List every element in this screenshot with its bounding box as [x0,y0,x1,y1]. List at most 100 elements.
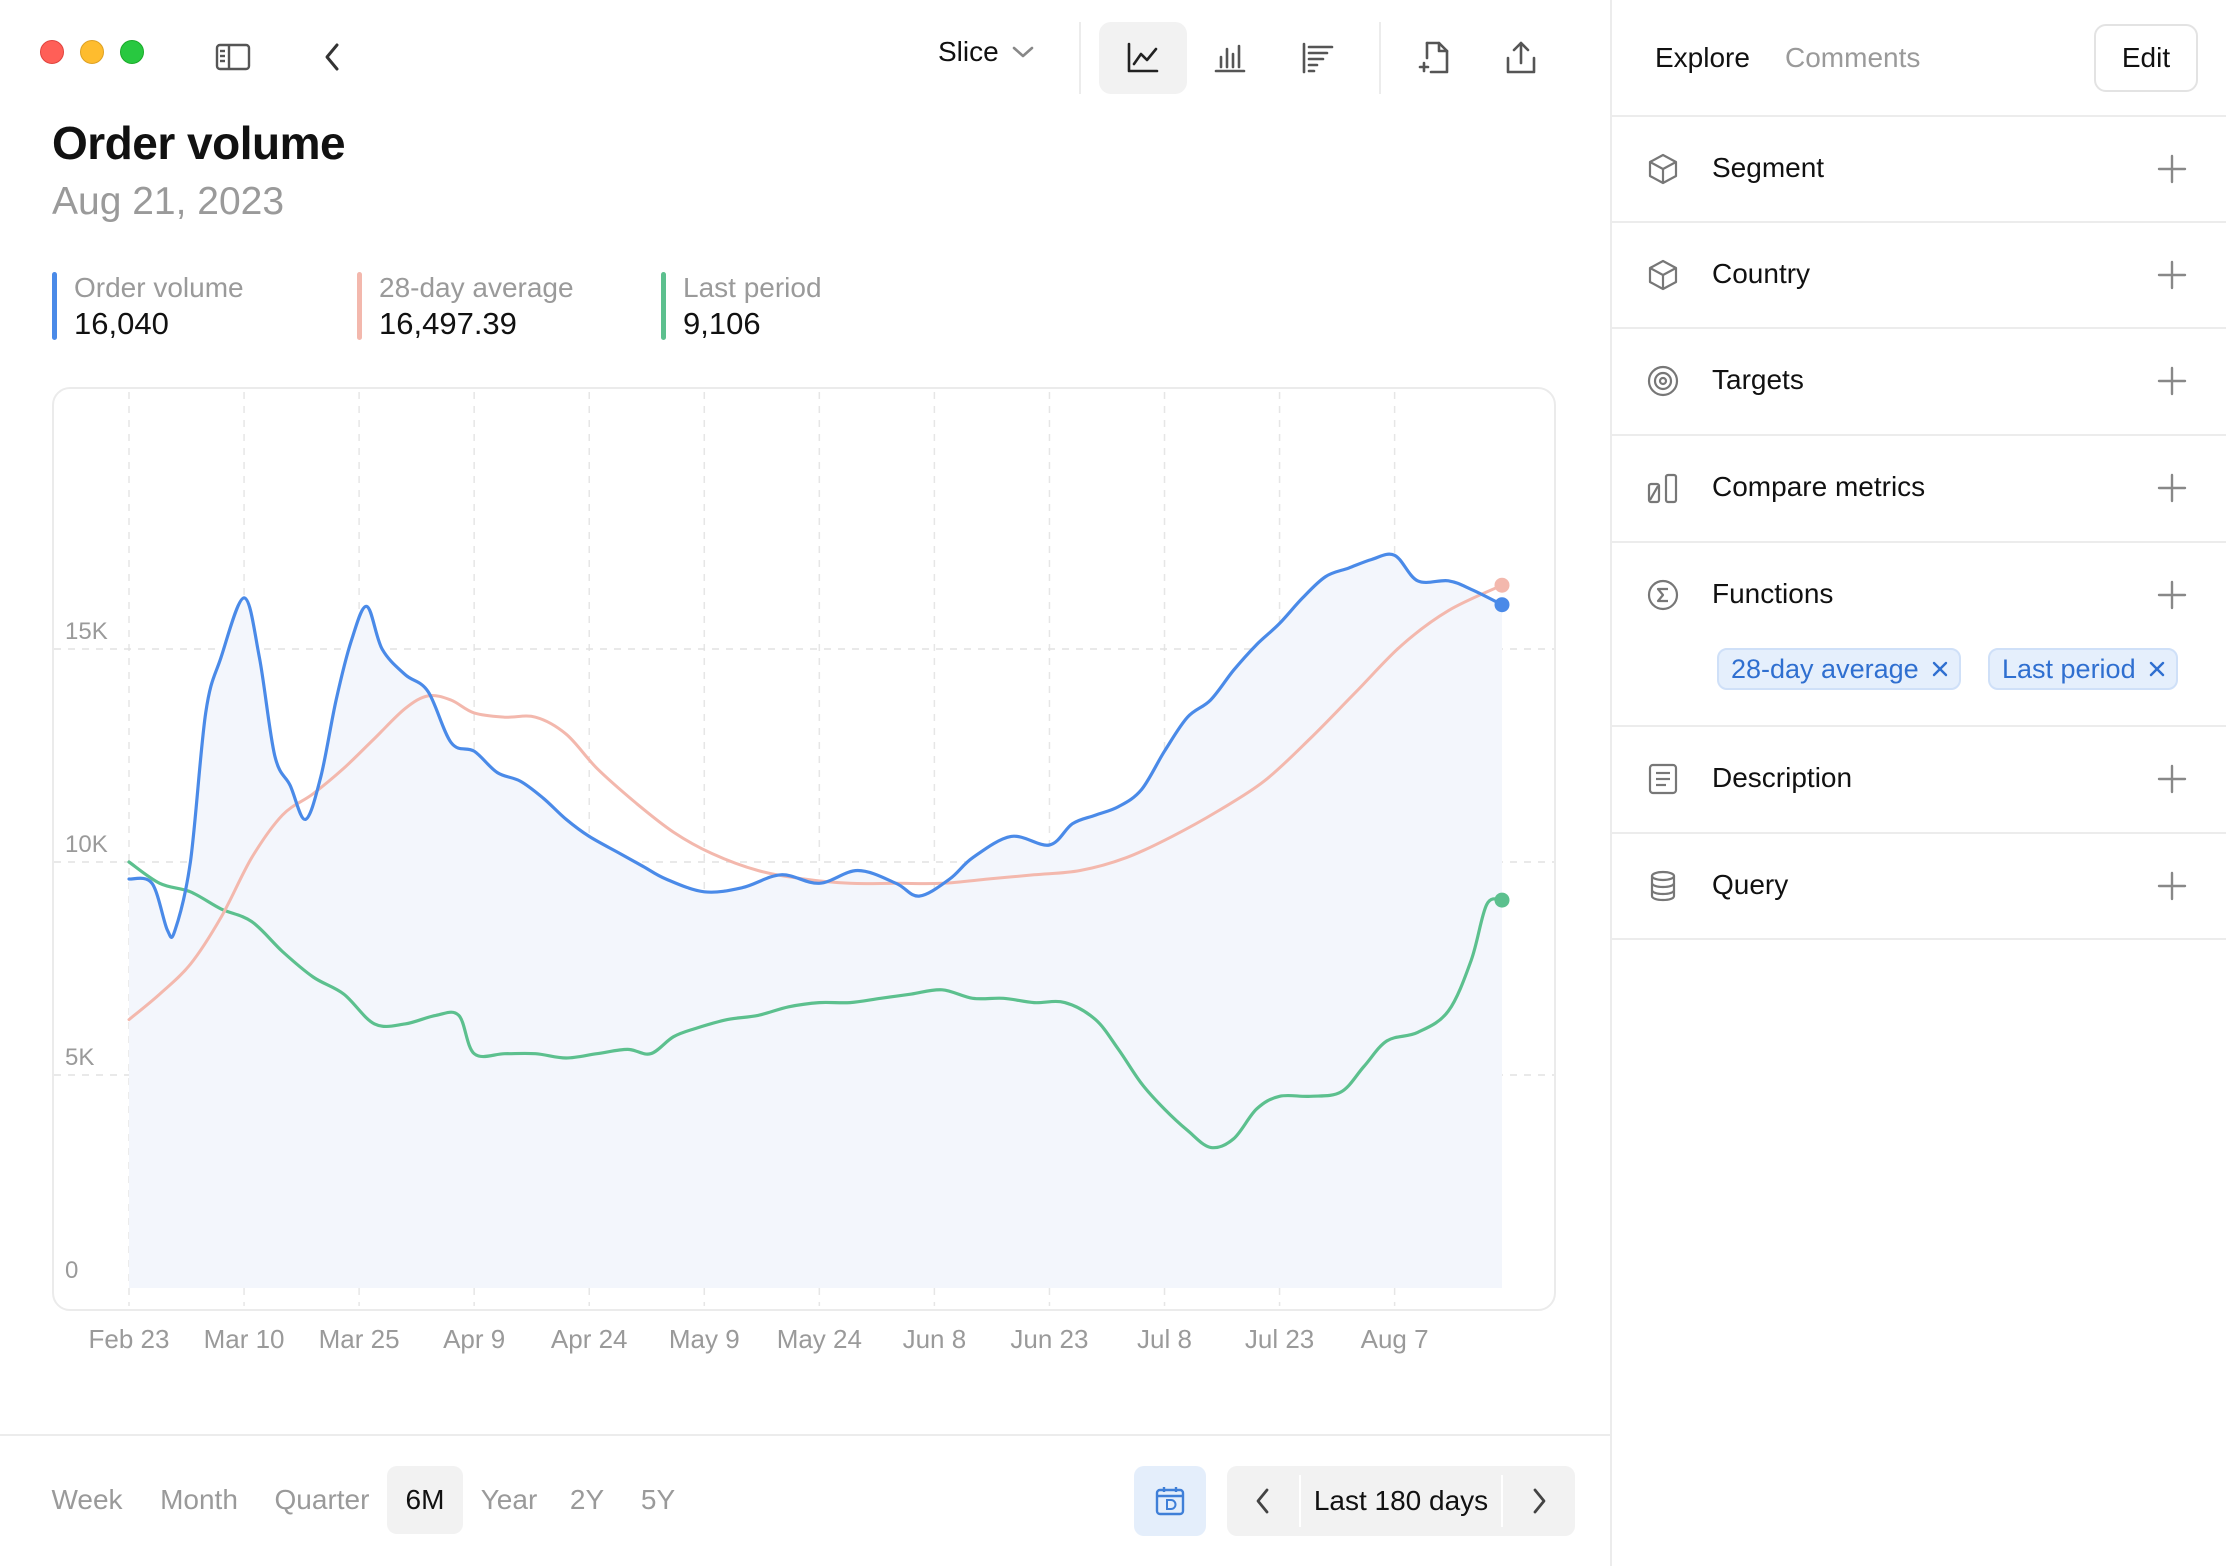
range-option-week[interactable]: Week [51,1484,123,1515]
slice-dropdown[interactable]: Slice [938,36,1035,68]
remove-chip-icon[interactable] [1931,660,1949,678]
x-tick-label: Feb 23 [89,1324,170,1354]
line-chart-button[interactable] [1099,22,1187,94]
panel-divider [1612,541,2226,543]
segment-label[interactable]: Segment [1712,152,1825,183]
chevron-left-icon [1256,1488,1269,1514]
x-tick-label: Mar 25 [319,1324,400,1354]
x-tick-label: May 9 [669,1324,740,1354]
compare-metrics-label[interactable]: Compare metrics [1712,471,1926,502]
legend-label: Order volume [74,272,244,303]
slice-label: Slice [938,36,999,67]
line-chart: 0 5K 10K 15K Feb 23 Mar 10 Mar 25 Apr 9 Apr 24 Ma… [54,392,1554,1354]
x-tick-label: Jun 23 [1010,1324,1088,1354]
x-tick-label: Mar 10 [204,1324,285,1354]
cube-icon [1646,258,1680,292]
minimize-window-button[interactable] [80,40,104,64]
zoom-window-button[interactable] [120,40,144,64]
function-chip[interactable]: Last period [1988,648,2178,690]
tab-comments[interactable]: Comments [1785,42,1921,73]
page-date: Aug 21, 2023 [52,180,285,223]
x-tick-label: May 24 [777,1324,862,1354]
y-tick-label: 10K [65,831,108,858]
chevron-right-icon [1533,1488,1546,1514]
period-navigator: Last 180 days [1227,1466,1575,1536]
share-button[interactable] [1477,22,1565,94]
legend-color-bar [357,272,362,340]
tab-explore[interactable]: Explore [1655,42,1750,73]
range-option-month[interactable]: Month [160,1484,238,1515]
toolbar-divider [1379,22,1381,94]
panel-divider [1612,938,2226,940]
add-target-icon[interactable] [2156,365,2188,397]
legend-color-bar [52,272,57,340]
explore-panel [1610,0,2226,1566]
add-query-icon[interactable] [2156,870,2188,902]
close-window-button[interactable] [40,40,64,64]
calendar-icon [1155,1487,1185,1516]
last-period-line [127,860,1504,1150]
add-description-icon[interactable] [2156,763,2188,795]
legend-28-day-average: 28-day average 16,497.39 [357,270,574,341]
query-label[interactable]: Query [1712,869,1789,900]
horizontal-bar-chart-button[interactable] [1274,22,1362,94]
new-document-icon [1418,41,1449,74]
add-function-icon[interactable] [2156,579,2188,611]
range-option-year[interactable]: Year [480,1484,538,1515]
y-tick-label: 5K [65,1044,94,1071]
y-tick-label: 0 [65,1257,78,1284]
add-country-icon[interactable] [2156,259,2188,291]
remove-chip-icon[interactable] [2148,660,2166,678]
chevron-down-icon [1012,46,1034,58]
period-divider [1501,1475,1503,1527]
x-tick-label: Apr 24 [551,1324,628,1354]
add-segment-icon[interactable] [2156,153,2188,185]
legend-value: 16,497.39 [379,306,517,341]
chart-container[interactable] [52,387,1556,1311]
functions-label[interactable]: Functions [1712,578,1834,609]
cube-icon [1646,152,1680,186]
description-label[interactable]: Description [1712,762,1853,793]
x-tick-label: Jul 23 [1245,1324,1314,1354]
period-label[interactable]: Last 180 days [1313,1485,1489,1516]
sigma-icon [1646,578,1680,612]
function-chip-label: Last period [2002,653,2136,684]
order-volume-area [129,554,1502,1288]
next-period-button[interactable] [1503,1466,1575,1536]
x-tick-label: Aug 7 [1361,1324,1429,1354]
edit-button[interactable]: Edit [2094,24,2198,92]
toolbar-divider [1079,22,1081,94]
back-button[interactable] [312,34,352,80]
28-day-average-endpoint [1494,577,1510,593]
targets-label[interactable]: Targets [1712,364,1804,395]
y-tick-label: 15K [65,618,108,645]
range-option-2y[interactable]: 2Y [569,1484,605,1515]
function-chip[interactable]: 28-day average [1717,648,1961,690]
new-document-button[interactable] [1390,22,1478,94]
range-option-quarter[interactable]: Quarter [274,1484,370,1515]
bar-chart-icon [1214,44,1246,73]
panel-divider [1612,434,2226,436]
range-option-6m[interactable]: 6M [387,1466,463,1534]
x-tick-label: Jun 8 [903,1324,967,1354]
legend-color-bar [661,272,666,340]
legend-value: 16,040 [74,306,169,341]
sidebar-toggle-button[interactable] [208,34,258,80]
previous-period-button[interactable] [1227,1466,1299,1536]
panel-divider [1612,725,2226,727]
period-divider [1299,1475,1301,1527]
order-volume-line [127,552,1504,939]
legend-order-volume: Order volume 16,040 [52,270,244,341]
horizontal-bar-chart-icon [1302,42,1334,74]
panel-divider [1612,327,2226,329]
compare-icon [1646,471,1680,505]
country-label[interactable]: Country [1712,258,1811,289]
range-option-5y[interactable]: 5Y [640,1484,676,1515]
add-compare-metric-icon[interactable] [2156,472,2188,504]
bottom-divider [0,1434,1610,1436]
calendar-button[interactable] [1134,1466,1206,1536]
share-icon [1506,41,1536,74]
last-period-endpoint [1494,892,1510,908]
legend-last-period: Last period 9,106 [661,270,822,341]
bar-chart-button[interactable] [1186,22,1274,94]
